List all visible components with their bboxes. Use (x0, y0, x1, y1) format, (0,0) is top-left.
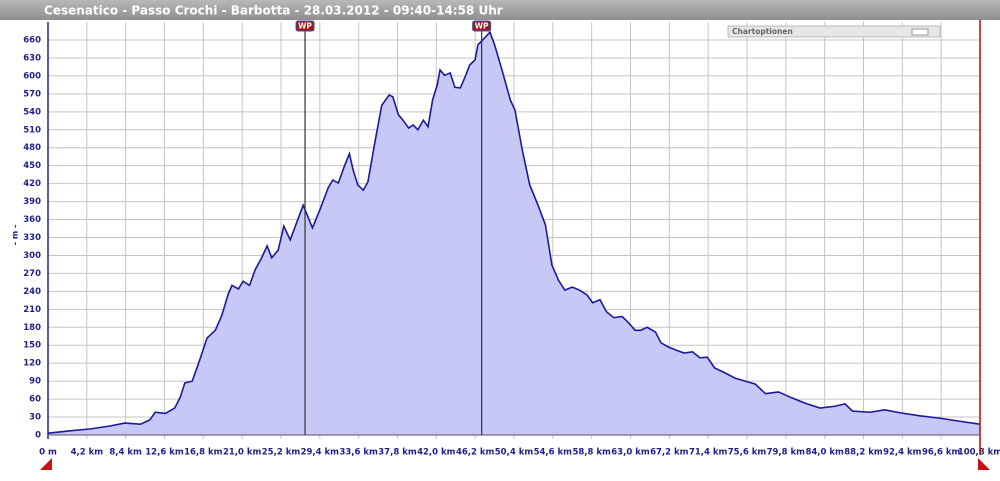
y-tick-label: 540 (23, 107, 41, 117)
x-tick-label: 25,2 km (262, 448, 301, 458)
y-tick-label: 660 (23, 36, 41, 46)
x-tick-label: 8,4 km (109, 448, 142, 458)
x-tick-label: 42,0 km (417, 448, 456, 458)
y-tick-label: 390 (23, 197, 41, 207)
y-tick-label: 480 (23, 143, 41, 153)
x-tick-label: 71,4 km (689, 448, 728, 458)
x-tick-label: 100,8 km (958, 448, 1000, 458)
x-tick-label: 63,0 km (611, 448, 650, 458)
chart-options[interactable] (727, 25, 941, 38)
waypoint-badge (295, 20, 315, 32)
x-tick-label: 96,6 km (922, 448, 961, 458)
x-tick-label: 12,6 km (145, 448, 184, 458)
waypoint-label: WP (298, 22, 312, 31)
plot-area: 0 30 60 90 120 150 180 210 240 270 300 330 360 390 420… (23, 20, 1000, 458)
options-toggle[interactable] (911, 28, 929, 36)
x-tick-label: 92,4 km (883, 448, 922, 458)
title-bar (0, 0, 1000, 20)
waypoint-badge (472, 20, 492, 32)
y-tick-label: 240 (23, 287, 41, 297)
x-tick-label: 46,2 km (456, 448, 495, 458)
x-tick-label: 29,4 km (301, 448, 340, 458)
y-tick-label: 450 (23, 161, 41, 171)
y-tick-label: 600 (23, 71, 41, 81)
start-handle[interactable] (40, 458, 52, 470)
x-tick-label: 79,8 km (767, 448, 806, 458)
y-tick-label: 210 (23, 305, 41, 315)
y-tick-label: 270 (23, 269, 41, 279)
y-tick-label: 30 (29, 413, 41, 423)
waypoint-label: WP (475, 22, 489, 31)
end-handle[interactable] (978, 458, 990, 470)
y-tick-label: 60 (29, 395, 41, 405)
x-tick-label: 21,0 km (223, 448, 262, 458)
x-tick-label: 0 m (39, 448, 57, 458)
y-tick-label: 180 (23, 323, 41, 333)
y-tick-label: 570 (23, 89, 41, 99)
x-tick-label: 33,6 km (339, 448, 378, 458)
x-tick-label: 54,6 km (534, 448, 573, 458)
x-tick-label: 16,8 km (184, 448, 223, 458)
x-tick-label: 88,2 km (844, 448, 883, 458)
y-tick-label: 0 (35, 431, 41, 441)
x-tick-label: 84,0 km (805, 448, 844, 458)
x-tick-label: 75,6 km (728, 448, 767, 458)
y-tick-label: 120 (23, 359, 41, 369)
y-tick-label: 420 (23, 179, 41, 189)
x-tick-label: 37,8 km (378, 448, 417, 458)
y-tick-label: 150 (23, 341, 41, 351)
x-tick-label: 4,2 km (71, 448, 104, 458)
elevation-area (48, 32, 980, 435)
y-tick-label: 510 (23, 125, 41, 135)
y-tick-label: 630 (23, 53, 41, 63)
chart-options-label: Chartoptionen (732, 27, 793, 36)
elevation-line (47, 30, 981, 435)
x-tick-label: 58,8 km (572, 448, 611, 458)
y-tick-label: 330 (23, 233, 41, 243)
x-tick-label: 50,4 km (495, 448, 534, 458)
y-axis-label: - m - (11, 225, 20, 246)
y-tick-label: 360 (23, 215, 41, 225)
y-tick-label: 90 (29, 377, 41, 387)
y-tick-label: 300 (23, 251, 41, 261)
chart-title: Cesenatico - Passo Crochi - Barbotta - 2… (44, 4, 503, 18)
x-tick-label: 67,2 km (650, 448, 689, 458)
